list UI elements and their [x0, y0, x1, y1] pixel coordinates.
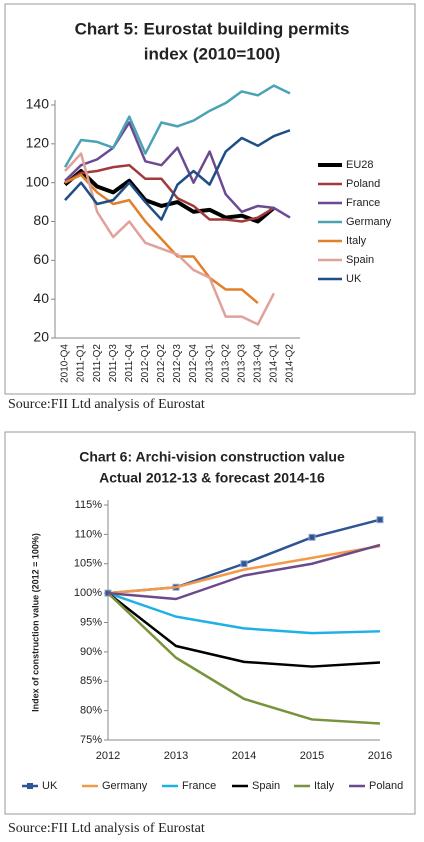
series-line	[63, 169, 276, 224]
chart-frame	[4, 431, 416, 815]
x-tick-label: 2014-Q2	[285, 344, 296, 383]
x-tick-label: 2013-Q2	[220, 344, 231, 383]
y-tick-label: 110%	[75, 528, 103, 540]
y-axis-label: Index of construction value (2012 = 100%…	[30, 533, 40, 712]
chart-title: index (2010=100)	[144, 44, 281, 63]
series-line	[107, 592, 381, 725]
legend-label: Poland	[346, 178, 380, 190]
legend-marker	[27, 783, 33, 789]
y-tick-label: 105%	[74, 558, 102, 570]
y-tick-label: 90%	[80, 646, 102, 658]
x-tick-label: 2014	[232, 750, 256, 762]
legend-label: France	[346, 197, 380, 209]
x-tick-label: 2015	[300, 750, 324, 762]
x-tick-label: 2010-Q4	[60, 344, 71, 383]
legend-label: Germany	[102, 780, 148, 792]
x-tick-label: 2014-Q1	[269, 344, 280, 383]
series-line	[63, 84, 291, 168]
point-marker	[376, 516, 384, 524]
source-note: Source:FII Ltd analysis of Eurostat	[8, 397, 205, 412]
legend-label: Italy	[314, 780, 335, 792]
x-tick-label: 2011-Q1	[76, 344, 87, 383]
legend-label: Spain	[252, 780, 280, 792]
y-tick-label: 100	[26, 173, 50, 189]
x-tick-label: 2016	[368, 750, 392, 762]
y-tick-label: 40	[33, 290, 49, 306]
x-tick-label: 2012-Q2	[156, 344, 167, 383]
legend-label: UK	[346, 273, 362, 285]
y-tick-label: 100%	[74, 587, 102, 599]
point-marker	[308, 533, 316, 541]
y-tick-label: 80%	[80, 705, 102, 717]
legend-label: EU28	[346, 159, 374, 171]
legend-label: Italy	[346, 235, 367, 247]
chart-title: Chart 5: Eurostat building permits	[75, 19, 350, 38]
x-tick-label: 2011-Q2	[92, 344, 103, 383]
x-tick-label: 2013-Q1	[204, 344, 215, 383]
x-tick-label: 2013-Q4	[252, 344, 263, 383]
series-line	[107, 591, 381, 635]
x-tick-label: 2012-Q1	[140, 344, 151, 383]
x-tick-label: 2011-Q4	[124, 344, 135, 383]
y-tick-label: 115%	[75, 499, 103, 511]
x-tick-label: 2012	[96, 750, 120, 762]
series-line	[107, 592, 381, 668]
series-line	[64, 173, 259, 305]
chart-title: Chart 6: Archi-vision construction value	[79, 449, 345, 465]
legend-label: France	[182, 780, 216, 792]
series-line	[107, 543, 381, 601]
series-line	[64, 129, 291, 221]
point-marker	[240, 560, 248, 568]
y-tick-label: 120	[26, 135, 50, 151]
series-line	[64, 152, 276, 326]
series-line	[64, 163, 275, 223]
x-tick-label: 2013-Q3	[236, 344, 247, 383]
y-tick-label: 80	[33, 212, 49, 228]
legend-label: UK	[42, 780, 58, 792]
y-tick-label: 60	[33, 251, 49, 267]
y-tick-label: 95%	[80, 616, 102, 628]
x-tick-label: 2011-Q3	[108, 344, 119, 383]
series-line	[107, 544, 381, 595]
chart-title: Actual 2012-13 & forecast 2014-16	[99, 470, 325, 486]
x-tick-label: 2013	[164, 750, 188, 762]
y-tick-label: 85%	[80, 675, 102, 687]
legend-label: Poland	[369, 780, 403, 792]
y-tick-label: 20	[33, 329, 49, 345]
legend-label: Spain	[346, 254, 374, 266]
legend-label: Germany	[346, 216, 392, 228]
x-tick-label: 2012-Q3	[172, 344, 183, 383]
chart-frame	[4, 3, 416, 395]
series-line	[64, 121, 291, 219]
x-tick-label: 2012-Q4	[188, 344, 199, 383]
y-tick-label: 140	[26, 96, 50, 112]
y-tick-label: 75%	[80, 734, 102, 746]
source-note: Source:FII Ltd analysis of Eurostat	[8, 821, 205, 836]
